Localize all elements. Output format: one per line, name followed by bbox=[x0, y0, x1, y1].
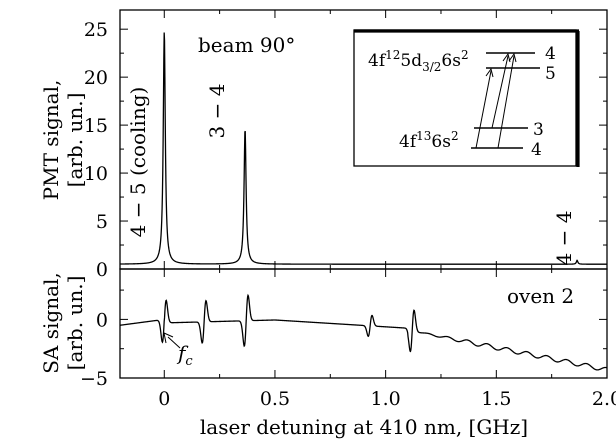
transition-arrow-b bbox=[491, 55, 509, 129]
top-y-tick-label: 15 bbox=[84, 115, 108, 137]
top-y-tick-label: 10 bbox=[84, 163, 108, 185]
bottom-ylabel-line1: SA signal, bbox=[39, 272, 63, 374]
transition-arrow-c bbox=[497, 55, 515, 149]
title-oven: oven 2 bbox=[507, 284, 574, 308]
upper-config-label: 4f125d3/26s2 bbox=[368, 48, 469, 74]
pmt-signal-series bbox=[120, 32, 607, 265]
peak-label-3-4: 3 − 4 bbox=[205, 84, 229, 139]
x-tick-label: 0.5 bbox=[260, 388, 290, 410]
fc-marker-line bbox=[167, 336, 181, 349]
arrowhead-a bbox=[485, 67, 494, 78]
bottom-y-tick-label: 0 bbox=[96, 309, 108, 331]
bottom-panel-frame bbox=[119, 268, 608, 379]
x-tick-label: 2.0 bbox=[592, 388, 616, 410]
arrowhead-c bbox=[508, 52, 517, 63]
fc-marker-label: fc bbox=[176, 341, 193, 369]
top-y-tick-label: 0 bbox=[96, 259, 108, 281]
ticks-layer bbox=[120, 10, 608, 379]
top-ylabel-line2: [arb. un.] bbox=[63, 93, 87, 188]
level-label-upper-5: 5 bbox=[545, 64, 556, 84]
top-y-tick-label: 5 bbox=[96, 211, 108, 233]
x-tick-label: 1.0 bbox=[371, 388, 401, 410]
energy-level-inset: 4f125d3/26s2 4f136s2 4 5 3 4 bbox=[353, 29, 580, 167]
level-label-lower-3: 3 bbox=[533, 120, 544, 140]
top-y-tick-label: 20 bbox=[84, 67, 108, 89]
arrowhead-b bbox=[502, 52, 511, 63]
x-tick-label: 1.5 bbox=[481, 388, 511, 410]
top-ylabel-line1: PMT signal, bbox=[39, 80, 63, 201]
x-tick-label: 0 bbox=[158, 388, 170, 410]
bottom-y-tick-label: −5 bbox=[80, 368, 108, 390]
sa-signal-series bbox=[119, 293, 608, 371]
tick-labels-layer: 0 5 10 15 20 25 −5 0 0 0.5 1.0 1.5 2.0 bbox=[80, 19, 616, 410]
level-label-upper-4: 4 bbox=[545, 44, 556, 64]
x-axis-title: laser detuning at 410 nm, [GHz] bbox=[200, 415, 528, 439]
transition-arrow-a bbox=[475, 70, 492, 149]
peak-label-cooling: 4 − 5 (cooling) bbox=[126, 87, 150, 238]
fc-marker-arrowhead bbox=[163, 332, 174, 344]
top-y-tick-label: 25 bbox=[84, 19, 108, 41]
lower-config-label: 4f136s2 bbox=[399, 129, 459, 152]
peak-label-4-4: 4 − 4 bbox=[552, 211, 576, 266]
bottom-ylabel-line2: [arb. un.] bbox=[63, 276, 87, 371]
title-beam: beam 90° bbox=[198, 33, 295, 57]
inset-frame bbox=[353, 29, 577, 167]
level-label-lower-4: 4 bbox=[531, 140, 542, 160]
